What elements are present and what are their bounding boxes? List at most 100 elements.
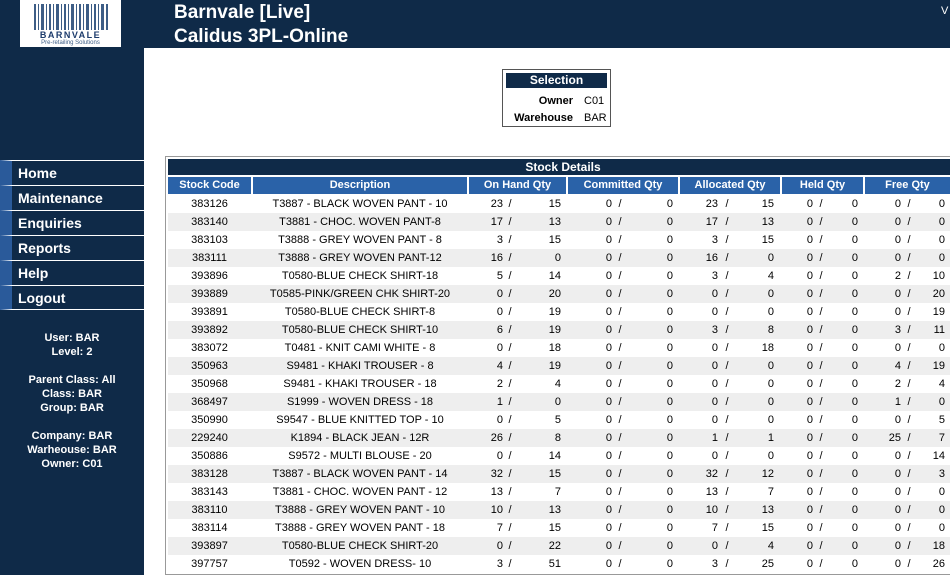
held-qty-a: 0 (806, 216, 813, 228)
stock-code-cell[interactable]: 350968 (191, 378, 228, 390)
col-allocated-qty[interactable]: Allocated Qty (680, 177, 780, 194)
nav-help[interactable]: Help (0, 260, 144, 285)
stock-code-cell[interactable]: 397757 (191, 558, 228, 570)
allocated-qty-a: 0 (711, 288, 718, 300)
stock-code-cell[interactable]: 393889 (191, 288, 228, 300)
stock-code-cell[interactable]: 383143 (191, 486, 228, 498)
allocated-qty-b: 8 (767, 324, 774, 336)
table-row[interactable]: 350963 S9481 - KHAKI TROUSER - 8 4 / 19 0 / 0 0 /… (168, 357, 950, 375)
onhand-qty-a: 26 (490, 432, 503, 444)
stock-code-cell[interactable]: 393891 (191, 306, 228, 318)
qty-separator: / (819, 414, 823, 426)
stock-code-cell[interactable]: 383103 (191, 234, 228, 246)
table-row[interactable]: 383110 T3888 - GREY WOVEN PANT - 10 10 / 13 0… (168, 501, 950, 519)
table-row[interactable]: 393891 T0580-BLUE CHECK SHIRT-8 0 / 19 0 / 0 0 / 0… (168, 303, 950, 321)
nav-enquiries[interactable]: Enquiries (0, 210, 144, 235)
committed-qty-a: 0 (605, 504, 612, 516)
stock-code-cell[interactable]: 393897 (191, 540, 228, 552)
held-qty-b: 0 (851, 288, 858, 300)
table-row[interactable]: 397757 T0592 - WOVEN DRESS- 10 3 / 51 0 / 0 3 / 25… (168, 555, 950, 573)
qty-separator: / (819, 324, 823, 336)
table-row[interactable]: 393889 T0585-PINK/GREEN CHK SHIRT-20 0 / 20 0… (168, 285, 950, 303)
table-row[interactable]: 393896 T0580-BLUE CHECK SHIRT-18 5 / 14 0 / 0 3 /… (168, 267, 950, 285)
table-row[interactable]: 350968 S9481 - KHAKI TROUSER - 18 2 / 4 0 / 0 0 /… (168, 375, 950, 393)
committed-qty-a: 0 (605, 396, 612, 408)
description-cell: T0585-PINK/GREEN CHK SHIRT-20 (269, 288, 451, 300)
committed-qty-b: 0 (666, 306, 673, 318)
qty-separator: / (725, 342, 729, 354)
stock-code-cell[interactable]: 383072 (191, 342, 228, 354)
stock-code-cell[interactable]: 350990 (191, 414, 228, 426)
stock-code-cell[interactable]: 350886 (191, 450, 228, 462)
onhand-qty-a: 0 (496, 540, 503, 552)
committed-qty-b: 0 (666, 342, 673, 354)
allocated-qty-b: 0 (767, 396, 774, 408)
free-qty-a: 2 (894, 378, 901, 390)
table-row[interactable]: 368497 S1999 - WOVEN DRESS - 18 1 / 0 0 / 0 0 / 0 0… (168, 393, 950, 411)
stock-code-cell[interactable]: 393892 (191, 324, 228, 336)
free-qty-b: 0 (938, 486, 945, 498)
stock-code-cell[interactable]: 229240 (191, 432, 228, 444)
onhand-qty-b: 15 (548, 198, 561, 210)
qty-separator: / (725, 270, 729, 282)
stock-table-header: Stock Code Description On Hand Qty Commi… (168, 177, 950, 194)
committed-qty-a: 0 (605, 360, 612, 372)
onhand-qty-b: 22 (548, 540, 561, 552)
held-qty-a: 0 (806, 522, 813, 534)
col-stock-code[interactable]: Stock Code (168, 177, 251, 194)
barnvale-logo[interactable]: BARNVALE Pre-retailing Solutions (20, 0, 121, 47)
table-row[interactable]: 383114 T3888 - GREY WOVEN PANT - 18 7 / 15 0 /… (168, 519, 950, 537)
onhand-qty-b: 19 (548, 324, 561, 336)
stock-code-cell[interactable]: 383126 (191, 198, 228, 210)
description-cell: T0580-BLUE CHECK SHIRT-18 (281, 270, 439, 282)
col-free-qty[interactable]: Free Qty (865, 177, 950, 194)
qty-separator: / (618, 234, 622, 246)
held-qty-a: 0 (806, 504, 813, 516)
table-row[interactable]: 383072 T0481 - KNIT CAMI WHITE - 8 0 / 18 0 / 0… (168, 339, 950, 357)
held-qty-b: 0 (851, 324, 858, 336)
nav-home[interactable]: Home (0, 160, 144, 185)
logo-brand-text: BARNVALE (39, 30, 102, 40)
committed-qty-a: 0 (605, 198, 612, 210)
stock-code-cell[interactable]: 368497 (191, 396, 228, 408)
stock-code-cell[interactable]: 383128 (191, 468, 228, 480)
table-row[interactable]: 383103 T3888 - GREY WOVEN PANT - 8 3 / 15 0 / 0… (168, 231, 950, 249)
free-qty-b: 26 (932, 558, 945, 570)
onhand-qty-a: 0 (496, 450, 503, 462)
table-row[interactable]: 393897 T0580-BLUE CHECK SHIRT-20 0 / 22 0 / 0 0 /… (168, 537, 950, 555)
table-row[interactable]: 393892 T0580-BLUE CHECK SHIRT-10 6 / 19 0 / 0 3 /… (168, 321, 950, 339)
table-row[interactable]: 229240 K1894 - BLACK JEAN - 12R 26 / 8 0 / 0 1 / 1… (168, 429, 950, 447)
col-description[interactable]: Description (253, 177, 467, 194)
stock-code-cell[interactable]: 393896 (191, 270, 228, 282)
table-row[interactable]: 383111 T3888 - GREY WOVEN PANT-12 16 / 0 0 / 0 1… (168, 249, 950, 267)
committed-qty-b: 0 (666, 558, 673, 570)
table-row[interactable]: 383126 T3887 - BLACK WOVEN PANT - 10 23 / 15… (168, 195, 950, 213)
onhand-qty-b: 18 (548, 342, 561, 354)
table-row[interactable]: 350990 S9547 - BLUE KNITTED TOP - 10 0 / 5 0 /… (168, 411, 950, 429)
table-row[interactable]: 383140 T3881 - CHOC. WOVEN PANT-8 17 / 13 0 / 0… (168, 213, 950, 231)
committed-qty-b: 0 (666, 288, 673, 300)
held-qty-b: 0 (851, 468, 858, 480)
table-row[interactable]: 383143 T3881 - CHOC. WOVEN PANT - 12 13 / 7 0… (168, 483, 950, 501)
free-qty-a: 0 (894, 342, 901, 354)
stock-code-cell[interactable]: 383111 (191, 252, 228, 264)
held-qty-a: 0 (806, 270, 813, 282)
nav-logout[interactable]: Logout (0, 285, 144, 310)
stock-code-cell[interactable]: 350963 (191, 360, 228, 372)
col-committed-qty[interactable]: Committed Qty (568, 177, 678, 194)
stock-code-cell[interactable]: 383114 (191, 522, 228, 534)
free-qty-b: 19 (932, 306, 945, 318)
qty-separator: / (819, 216, 823, 228)
table-row[interactable]: 383128 T3887 - BLACK WOVEN PANT - 14 32 / 15… (168, 465, 950, 483)
table-row[interactable]: 350886 S9572 - MULTI BLOUSE - 20 0 / 14 0 / 0 0 /… (168, 447, 950, 465)
committed-qty-b: 0 (666, 396, 673, 408)
stock-details-title: Stock Details (168, 159, 950, 175)
nav-reports[interactable]: Reports (0, 235, 144, 260)
free-qty-a: 0 (894, 504, 901, 516)
held-qty-b: 0 (851, 414, 858, 426)
nav-maintenance[interactable]: Maintenance (0, 185, 144, 210)
stock-code-cell[interactable]: 383140 (191, 216, 228, 228)
col-held-qty[interactable]: Held Qty (782, 177, 863, 194)
col-on-hand-qty[interactable]: On Hand Qty (469, 177, 566, 194)
stock-code-cell[interactable]: 383110 (191, 504, 228, 516)
